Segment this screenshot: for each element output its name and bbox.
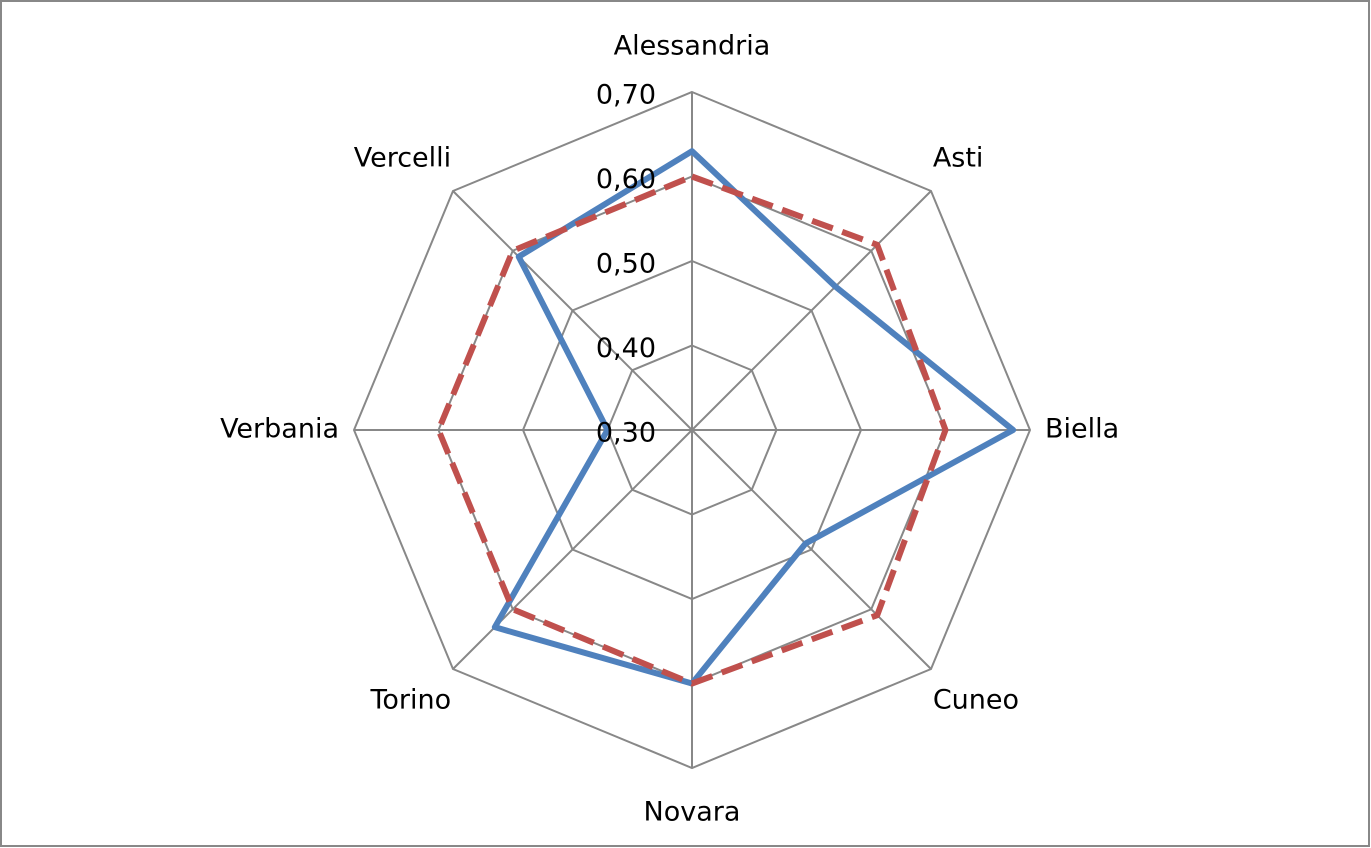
- category-label: Cuneo: [933, 684, 1019, 715]
- spoke: [452, 190, 693, 431]
- category-label: Novara: [644, 797, 741, 828]
- r-tick-label: 0,60: [596, 164, 656, 195]
- category-label: Torino: [370, 684, 452, 715]
- category-label: Alessandria: [614, 31, 771, 62]
- category-label: Asti: [933, 143, 984, 174]
- r-tick-label: 0,30: [596, 418, 656, 449]
- r-tick-label: 0,70: [596, 80, 656, 111]
- r-tick-label: 0,40: [596, 333, 656, 364]
- spoke: [691, 190, 932, 431]
- spoke: [691, 429, 932, 670]
- category-label: Vercelli: [354, 143, 451, 174]
- category-label: Verbania: [220, 414, 339, 445]
- series-line: [435, 173, 949, 687]
- category-label: Biella: [1045, 414, 1119, 445]
- r-tick-label: 0,50: [596, 249, 656, 280]
